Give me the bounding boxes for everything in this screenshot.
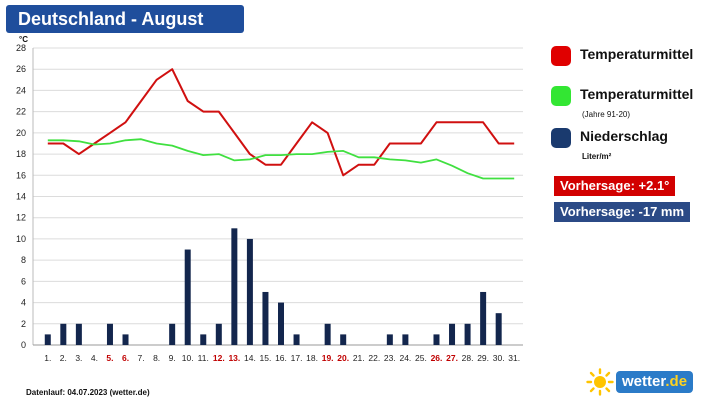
y-tick-label: 28 (16, 43, 26, 53)
forecast-temperature-badge: Vorhersage: +2.1° (554, 176, 676, 196)
precipitation-bar (106, 323, 113, 345)
y-tick-label: 20 (16, 128, 26, 138)
legend-swatch-green (551, 86, 571, 106)
y-tick-label: 24 (16, 85, 26, 95)
y-tick-label: 18 (16, 149, 26, 159)
x-tick-label: 27. (446, 353, 458, 363)
precipitation-bar (449, 323, 456, 345)
legend-sublabel: (Jahre 91-20) (582, 110, 631, 119)
x-tick-label: 18. (306, 353, 318, 363)
x-tick-label: 19. (322, 353, 334, 363)
x-tick-label: 12. (213, 353, 225, 363)
y-tick-label: 4 (21, 298, 26, 308)
precipitation-bar (293, 334, 300, 345)
y-tick-label: 2 (21, 319, 26, 329)
precipitation-bar (402, 334, 409, 345)
precipitation-bar (60, 323, 67, 345)
x-tick-label: 8. (153, 353, 160, 363)
precipitation-bar (278, 302, 284, 345)
x-tick-label: 21. (353, 353, 365, 363)
x-tick-label: 15. (260, 353, 272, 363)
x-tick-label: 28. (462, 353, 474, 363)
x-tick-label: 25. (415, 353, 427, 363)
x-tick-label: 4. (91, 353, 98, 363)
x-tick-label: 7. (138, 353, 145, 363)
y-tick-label: 6 (21, 276, 26, 286)
x-tick-label: 26. (431, 353, 443, 363)
precipitation-bar (231, 228, 238, 345)
x-tick-label: 3. (75, 353, 82, 363)
precipitation-bar (215, 323, 222, 345)
x-tick-label: 14. (244, 353, 256, 363)
temperature-lines (47, 68, 515, 180)
x-axis-ticks: 1. 2. 3. 4. 5. 6. 7. 8. 9. 10. 11. 12. 13. 14. 15. 16. 1… (44, 353, 520, 363)
x-tick-label: 2. (60, 353, 67, 363)
x-tick-label: 11. (198, 353, 209, 363)
y-tick-label: 12 (16, 213, 26, 223)
legend-label: Temperaturmittel (580, 46, 694, 62)
precipitation-bar (386, 334, 393, 345)
logo-tld: .de (665, 373, 688, 390)
legend-swatch-navy (551, 128, 571, 148)
x-tick-label: 24. (399, 353, 411, 363)
temperature-normal-line (47, 138, 515, 180)
precipitation-bar (184, 249, 191, 345)
precipitation-bar (433, 334, 440, 345)
y-tick-label: 8 (21, 255, 26, 265)
precipitation-bar (169, 323, 176, 345)
x-tick-label: 10. (182, 353, 194, 363)
x-tick-label: 20. (337, 353, 349, 363)
x-tick-label: 13. (228, 353, 240, 363)
legend-swatch-red (551, 46, 571, 66)
precipitation-bar (122, 334, 129, 345)
precipitation-bar (44, 334, 51, 345)
precipitation-bar (480, 291, 487, 345)
precipitation-bar (495, 313, 502, 345)
legend-sublabel: Liter/m² (582, 152, 612, 161)
chart-grid (32, 47, 523, 346)
precipitation-bar (75, 323, 82, 345)
precipitation-bar (340, 334, 347, 345)
y-tick-label: 16 (16, 170, 26, 180)
y-tick-label: 14 (16, 192, 26, 202)
precipitation-bar (200, 334, 207, 345)
x-tick-label: 23. (384, 353, 396, 363)
logo-wordmark: wetter.de (616, 371, 694, 393)
forecast-precipitation-badge: Vorhersage: -17 mm (554, 202, 691, 222)
y-tick-label: 26 (16, 64, 26, 74)
y-tick-label: 22 (16, 107, 26, 117)
x-tick-label: 17. (291, 353, 303, 363)
wetter-logo[interactable]: wetter.de (586, 366, 704, 398)
x-tick-label: 16. (275, 353, 287, 363)
legend-label: Temperaturmittel (580, 86, 694, 102)
precipitation-bar (324, 323, 331, 345)
precipitation-bar (464, 323, 471, 345)
x-tick-label: 5. (106, 353, 113, 363)
sun-icon (586, 368, 614, 396)
precipitation-bars (44, 228, 502, 345)
x-tick-label: 29. (477, 353, 489, 363)
x-tick-label: 1. (44, 353, 51, 363)
y-tick-label: 10 (16, 234, 26, 244)
legend-label: Niederschlag (580, 128, 668, 144)
precipitation-bar (246, 238, 253, 345)
temperature-line (47, 68, 515, 177)
x-tick-label: 31. (508, 353, 520, 363)
y-tick-label: 0 (21, 340, 26, 350)
x-tick-label: 9. (169, 353, 176, 363)
y-axis-unit: °C (19, 35, 28, 44)
logo-name: wetter (622, 373, 666, 390)
precipitation-bar (262, 291, 269, 345)
data-run-footer: Datenlauf: 04.07.2023 (wetter.de) (26, 388, 150, 397)
x-tick-label: 22. (368, 353, 380, 363)
page-title: Deutschland - August (6, 5, 244, 33)
x-tick-label: 30. (493, 353, 505, 363)
x-tick-label: 6. (122, 353, 129, 363)
